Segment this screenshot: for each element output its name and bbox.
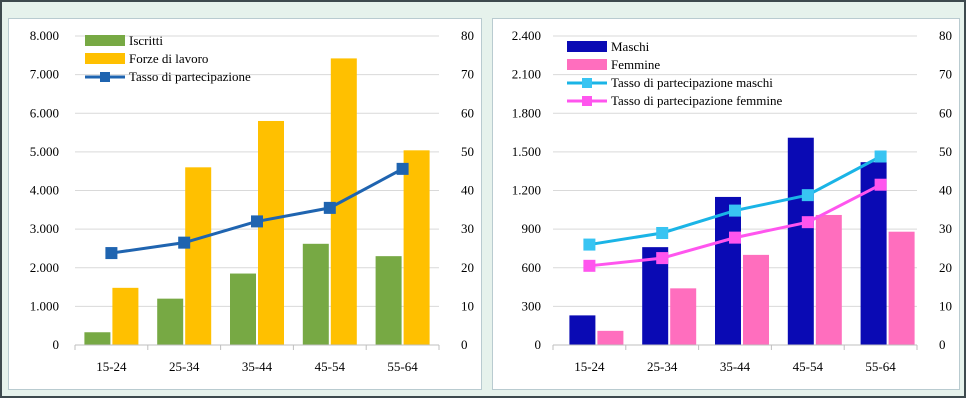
bar xyxy=(787,137,814,345)
chart-panel-left: 0 0 1.000 10 2.000 20 3.000 30 4.000 40 5.000 50 6.0… xyxy=(8,18,482,390)
y-tick-label: 3.000 xyxy=(30,221,59,236)
legend-label: Tasso di partecipazione femmine xyxy=(611,93,783,108)
y-tick-label: 2.400 xyxy=(512,28,541,43)
bar xyxy=(157,298,184,345)
bar xyxy=(112,287,139,345)
y2-tick-label: 70 xyxy=(939,67,952,82)
y2-tick-label: 30 xyxy=(939,221,952,236)
y2-tick-label: 60 xyxy=(939,105,952,120)
x-tick-label: 25-34 xyxy=(647,359,678,374)
x-tick-label: 25-34 xyxy=(169,359,200,374)
legend-label: Tasso di partecipazione xyxy=(129,69,251,84)
y-tick-label: 4.000 xyxy=(30,183,59,198)
bar xyxy=(569,315,596,345)
line-marker xyxy=(583,238,596,251)
line-marker xyxy=(874,150,887,163)
bar xyxy=(597,330,624,345)
x-tick-label: 35-44 xyxy=(720,359,751,374)
y-tick-label: 6.000 xyxy=(30,105,59,120)
legend-label: Iscritti xyxy=(129,33,163,48)
y-tick-label: 900 xyxy=(522,221,542,236)
y2-tick-label: 10 xyxy=(461,298,474,313)
line-marker xyxy=(583,259,596,272)
x-tick-label: 45-54 xyxy=(315,359,346,374)
bar xyxy=(670,288,697,345)
x-tick-label: 55-64 xyxy=(865,359,896,374)
line-marker xyxy=(801,216,814,229)
legend-label: Maschi xyxy=(611,39,650,54)
bar xyxy=(258,120,284,345)
legend-marker xyxy=(100,72,110,82)
y-tick-label: 2.100 xyxy=(512,67,541,82)
legend-swatch xyxy=(567,41,607,52)
y-tick-label: 2.000 xyxy=(30,260,59,275)
line-marker xyxy=(801,189,814,202)
line-marker xyxy=(105,247,118,260)
line-marker xyxy=(656,226,669,239)
line-marker xyxy=(729,204,741,217)
y-tick-label: 0 xyxy=(535,337,542,352)
bar xyxy=(230,273,256,345)
y-tick-label: 0 xyxy=(53,337,60,352)
x-tick-label: 35-44 xyxy=(242,359,273,374)
bar xyxy=(888,231,915,345)
bar xyxy=(84,332,111,345)
bar xyxy=(302,243,329,345)
line-marker xyxy=(178,236,191,249)
y2-tick-label: 80 xyxy=(461,28,474,43)
y2-tick-label: 0 xyxy=(939,337,946,352)
legend-marker xyxy=(582,96,592,106)
y-tick-label: 300 xyxy=(522,298,542,313)
legend-swatch xyxy=(85,53,125,64)
x-tick-label: 15-24 xyxy=(96,359,127,374)
y-tick-label: 1.500 xyxy=(512,144,541,159)
y2-tick-label: 70 xyxy=(461,67,474,82)
y-tick-label: 7.000 xyxy=(30,67,59,82)
y2-tick-label: 20 xyxy=(939,260,952,275)
bar xyxy=(185,167,212,345)
legend-label: Femmine xyxy=(611,57,660,72)
y2-tick-label: 40 xyxy=(939,183,952,198)
legend-label: Forze di lavoro xyxy=(129,51,208,66)
legend-marker xyxy=(582,78,592,88)
legend-swatch xyxy=(567,59,607,70)
y2-tick-label: 10 xyxy=(939,298,952,313)
series-line xyxy=(111,167,404,255)
line-marker xyxy=(323,201,336,214)
chart-right: 0 0 300 10 600 20 900 30 1.200 40 1.500 50 1.800 60 2.… xyxy=(512,28,952,374)
y2-tick-label: 0 xyxy=(461,337,468,352)
y2-tick-label: 50 xyxy=(939,144,952,159)
y2-tick-label: 50 xyxy=(461,144,474,159)
chart-left: 0 0 1.000 10 2.000 20 3.000 30 4.000 40 5.000 50 6.0… xyxy=(30,28,474,374)
bar xyxy=(715,196,741,345)
legend-swatch xyxy=(85,35,125,46)
y-tick-label: 1.200 xyxy=(512,183,541,198)
x-tick-label: 15-24 xyxy=(574,359,605,374)
x-tick-label: 55-64 xyxy=(387,359,418,374)
bar xyxy=(815,214,842,345)
line-marker xyxy=(729,231,741,244)
line-marker xyxy=(874,178,887,191)
line-marker xyxy=(656,252,669,265)
line-marker xyxy=(251,215,263,228)
line-marker xyxy=(396,162,409,175)
y2-tick-label: 20 xyxy=(461,260,474,275)
y2-tick-label: 40 xyxy=(461,183,474,198)
y-tick-label: 600 xyxy=(522,260,542,275)
y-tick-label: 5.000 xyxy=(30,144,59,159)
bar xyxy=(375,256,402,345)
bar xyxy=(403,150,430,345)
y-tick-label: 1.800 xyxy=(512,105,541,120)
x-tick-label: 45-54 xyxy=(793,359,824,374)
y2-tick-label: 80 xyxy=(939,28,952,43)
legend-label: Tasso di partecipazione maschi xyxy=(611,75,773,90)
chart-panel-right: 0 0 300 10 600 20 900 30 1.200 40 1.500 50 1.800 60 2.… xyxy=(492,18,960,390)
y2-tick-label: 60 xyxy=(461,105,474,120)
y2-tick-label: 30 xyxy=(461,221,474,236)
bar xyxy=(743,254,769,345)
y-tick-label: 1.000 xyxy=(30,298,59,313)
y-tick-label: 8.000 xyxy=(30,28,59,43)
